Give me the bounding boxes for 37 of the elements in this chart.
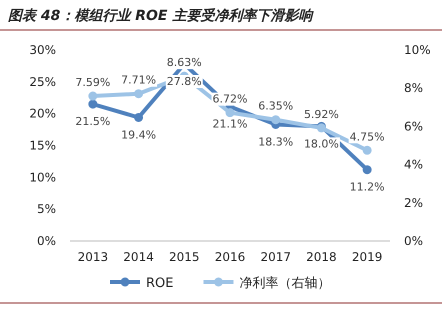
x-tick-label: 2018	[306, 250, 337, 264]
data-label: 7.71%	[121, 74, 156, 87]
data-label: 27.8%	[166, 75, 202, 88]
x-tick-label: 2017	[260, 250, 291, 264]
chart-title: 图表 48：模组行业 ROE 主要受净利率下滑影响	[8, 7, 314, 24]
y-tick-label: 25%	[29, 74, 56, 89]
data-label: 18.3%	[258, 135, 294, 148]
y2-tick-label: 0%	[404, 234, 424, 248]
legend-label: 净利率（右轴）	[239, 275, 330, 291]
x-tick-label: 2016	[214, 250, 246, 264]
data-label: 7.59%	[75, 76, 110, 90]
y2-tick-label: 2%	[404, 196, 424, 210]
x-tick-label: 2014	[123, 250, 154, 264]
y-tick-label: 20%	[29, 106, 56, 121]
y2-tick-label: 6%	[404, 119, 424, 134]
data-label: 6.72%	[212, 92, 248, 106]
y2-tick-label: 10%	[404, 43, 431, 57]
data-label: 21.1%	[212, 118, 248, 131]
data-label: 8.63%	[166, 56, 202, 70]
y-tick-label: 30%	[29, 43, 56, 57]
y-tick-label: 0%	[36, 234, 56, 248]
y2-tick-label: 4%	[404, 158, 424, 172]
legend-label: ROE	[146, 276, 174, 291]
data-label: 11.2%	[350, 180, 385, 194]
data-label: 5.92%	[304, 108, 339, 121]
y-tick-label: 5%	[36, 202, 56, 216]
data-label: 4.75%	[350, 130, 385, 144]
data-label: 6.35%	[258, 100, 294, 113]
data-label: 19.4%	[121, 128, 156, 142]
y2-tick-label: 8%	[404, 81, 424, 96]
y-tick-label: 15%	[29, 138, 56, 152]
x-tick-label: 2015	[169, 250, 200, 264]
data-label: 18.0%	[304, 137, 339, 150]
x-tick-label: 2019	[352, 250, 382, 264]
data-label: 21.5%	[75, 115, 110, 128]
y-tick-label: 10%	[29, 170, 56, 184]
x-tick-label: 2013	[78, 250, 108, 264]
